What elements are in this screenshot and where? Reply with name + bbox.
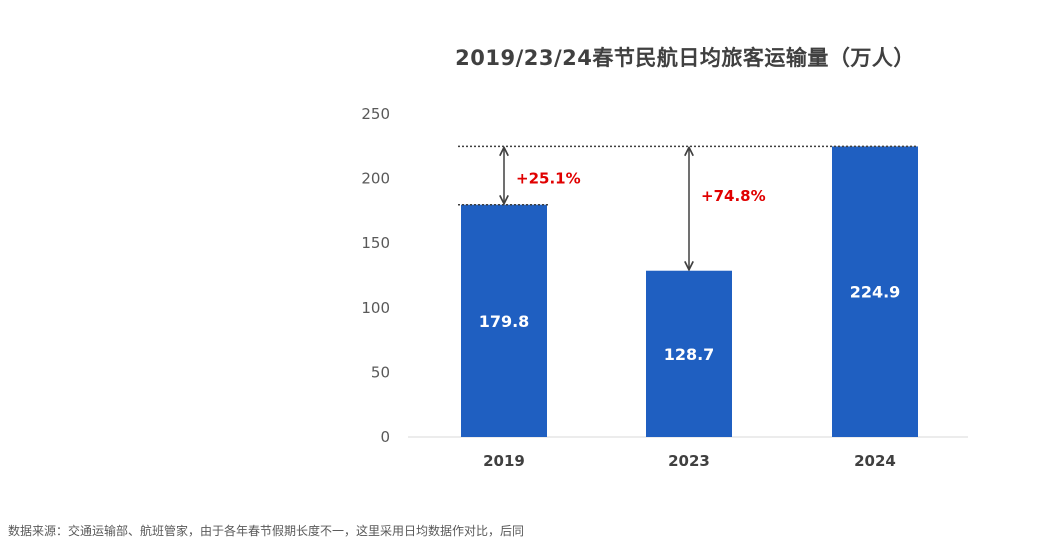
y-tick-label: 0	[380, 428, 390, 446]
growth-label: +25.1%	[516, 169, 581, 187]
bar	[646, 270, 732, 437]
y-tick-label: 100	[361, 299, 390, 317]
growth-label: +74.8%	[701, 187, 766, 205]
y-tick-label: 200	[361, 170, 390, 188]
chart-title: 2019/23/24春节民航日均旅客运输量（万人）	[455, 46, 915, 70]
bar	[832, 146, 918, 437]
bars: 179.8 2019 128.7 2023 224.9 2024	[461, 146, 918, 470]
bar-value-label: 179.8	[479, 312, 530, 331]
growth-annotations: +25.1% +74.8%	[458, 145, 918, 268]
bar-value-label: 128.7	[664, 345, 715, 364]
y-tick-label: 150	[361, 234, 390, 252]
y-axis: 0 50 100 150 200 250	[361, 105, 390, 446]
bar	[461, 204, 547, 437]
category-label: 2019	[483, 452, 525, 470]
y-tick-label: 50	[371, 363, 390, 381]
source-note: 数据来源：交通运输部、航班管家，由于各年春节假期长度不一，这里采用日均数据作对比…	[8, 524, 525, 538]
y-tick-label: 250	[361, 105, 390, 123]
bar-value-label: 224.9	[850, 283, 901, 302]
category-label: 2023	[668, 452, 710, 470]
category-label: 2024	[854, 452, 896, 470]
